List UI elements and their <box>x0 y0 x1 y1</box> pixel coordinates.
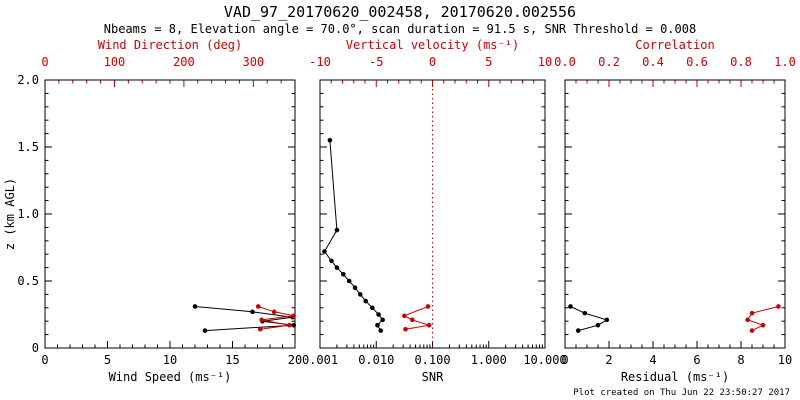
x-tick-label: 1.000 <box>471 353 507 367</box>
plot-title: VAD_97_20170620_002458, 20170620.002556 <box>223 3 577 21</box>
data-point <box>745 317 750 323</box>
top-tick-label: 0 <box>429 55 436 69</box>
data-point <box>595 322 601 328</box>
data-point <box>357 292 363 297</box>
x-tick-label: 10 <box>163 353 177 367</box>
data-point <box>327 138 333 143</box>
top-tick-label: 0.2 <box>598 55 620 69</box>
data-point <box>291 322 297 328</box>
series-vertical-velocity <box>402 304 432 332</box>
data-point <box>749 328 755 333</box>
top-axis-title: Wind Direction (deg) <box>98 38 243 52</box>
x-tick-label: 4 <box>649 353 656 367</box>
series-wind-direction <box>255 304 296 332</box>
data-point <box>426 322 432 328</box>
top-tick-label: 10 <box>538 55 552 69</box>
data-point <box>334 227 340 233</box>
y-axis-title: z (km AGL) <box>3 178 17 250</box>
data-point <box>255 304 261 309</box>
bottom-axis-title: Residual (ms⁻¹) <box>621 370 729 384</box>
y-tick-label: 0 <box>32 341 39 355</box>
data-point <box>749 310 755 316</box>
data-point <box>291 313 296 319</box>
data-point <box>363 298 369 304</box>
y-tick-label: 2.0 <box>17 73 39 87</box>
x-tick-label: 5 <box>104 353 111 367</box>
x-tick-label: 0.100 <box>414 353 450 367</box>
data-point <box>760 322 766 328</box>
top-tick-label: 0.6 <box>686 55 708 69</box>
top-axis-title: Vertical velocity (ms⁻¹) <box>346 38 519 52</box>
data-point <box>259 317 264 323</box>
data-point <box>403 326 408 332</box>
bottom-axis-title: SNR <box>422 370 444 384</box>
residual-correlation-panel: 0 2 4 6 8 10 Residual (ms⁻¹) 0.0 0.2 0.4 0.6 0.8 1.0… <box>554 38 796 384</box>
x-tick-label: 15 <box>225 353 239 367</box>
plot-created-timestamp: Plot created on Thu Jun 22 23:50:27 2017 <box>573 388 790 398</box>
series-snr <box>322 138 385 333</box>
series-correlation <box>745 304 781 333</box>
data-point <box>380 317 385 323</box>
y-tick-label: 0.5 <box>17 274 39 288</box>
data-point <box>369 305 375 311</box>
data-point <box>409 317 415 323</box>
x-tick-label: 10.000 <box>523 353 566 367</box>
data-point <box>568 304 573 309</box>
data-point <box>378 328 384 333</box>
top-tick-label: 200 <box>173 55 195 69</box>
data-point <box>341 272 346 277</box>
data-point <box>334 265 340 270</box>
x-tick-label: 0.010 <box>358 353 394 367</box>
x-tick-label: 6 <box>693 353 700 367</box>
bottom-axis-title: Wind Speed (ms⁻¹) <box>109 370 232 384</box>
top-tick-label: -5 <box>369 55 383 69</box>
data-point <box>329 258 334 264</box>
data-point <box>202 328 208 333</box>
y-tick-label: 1.0 <box>17 207 39 221</box>
x-tick-label: 2 <box>605 353 612 367</box>
snr-velocity-panel: 0.001 0.010 0.100 1.000 10.000 SNR -10 -5 0 5 10 Ve… <box>302 38 567 384</box>
data-point <box>402 313 407 319</box>
data-point <box>257 326 263 332</box>
data-point <box>192 304 198 309</box>
data-point <box>776 304 781 309</box>
top-tick-label: 0.4 <box>642 55 664 69</box>
data-point <box>376 312 381 317</box>
top-axis-title: Correlation <box>635 38 714 52</box>
top-tick-label: 5 <box>485 55 492 69</box>
x-tick-label: 0 <box>561 353 568 367</box>
top-tick-label: -10 <box>309 55 331 69</box>
series-wind-speed <box>192 304 297 333</box>
data-point <box>604 317 610 323</box>
x-tick-label: 0.001 <box>302 353 338 367</box>
top-tick-label: 0.0 <box>554 55 576 69</box>
x-tick-label: 10 <box>778 353 792 367</box>
data-point <box>425 304 431 309</box>
data-point <box>322 249 327 254</box>
top-tick-label: 100 <box>104 55 126 69</box>
plot-subtitle: Nbeams = 8, Elevation angle = 70.0°, sca… <box>103 22 697 36</box>
y-tick-label: 1.5 <box>17 140 39 154</box>
data-point <box>575 328 581 333</box>
data-point <box>287 322 292 328</box>
top-tick-label: 0.8 <box>730 55 752 69</box>
top-tick-label: 300 <box>242 55 264 69</box>
data-point <box>271 309 277 315</box>
data-point <box>250 309 255 315</box>
series-residual <box>568 304 610 333</box>
top-tick-label: 0 <box>41 55 48 69</box>
data-point <box>375 322 380 328</box>
data-point <box>346 278 352 284</box>
data-point <box>582 310 588 316</box>
top-tick-label: 1.0 <box>774 55 796 69</box>
x-tick-label: 0 <box>41 353 48 367</box>
x-tick-label: 20 <box>288 353 302 367</box>
x-tick-label: 8 <box>737 353 744 367</box>
data-point <box>352 285 358 291</box>
